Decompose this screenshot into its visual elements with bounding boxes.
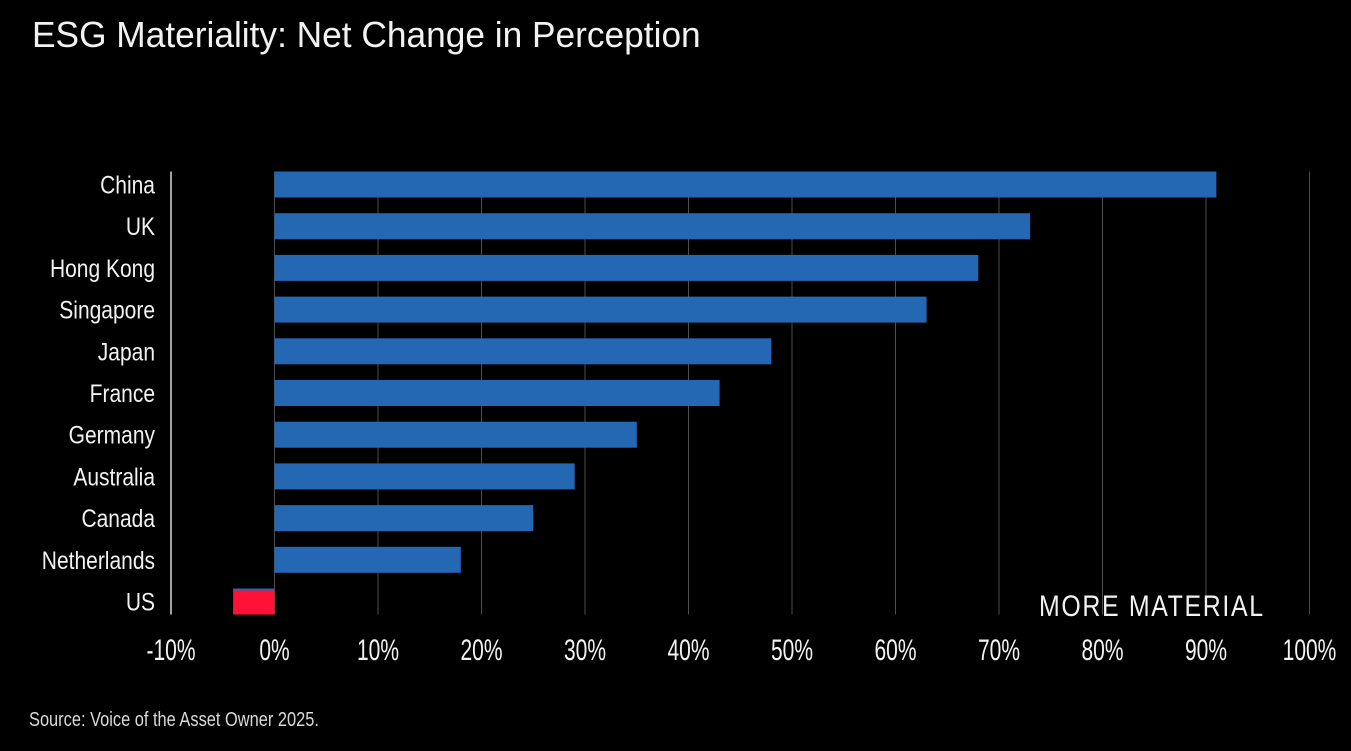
- svg-text:US: US: [126, 588, 155, 616]
- svg-text:Netherlands: Netherlands: [42, 546, 155, 574]
- svg-text:Germany: Germany: [69, 421, 156, 449]
- svg-text:0%: 0%: [259, 635, 289, 667]
- svg-text:UK: UK: [126, 212, 156, 240]
- svg-text:50%: 50%: [771, 635, 813, 667]
- svg-text:70%: 70%: [978, 635, 1020, 667]
- svg-text:France: France: [90, 379, 155, 407]
- svg-text:China: China: [100, 171, 155, 199]
- svg-text:Canada: Canada: [81, 504, 155, 532]
- svg-text:90%: 90%: [1185, 635, 1227, 667]
- svg-text:Hong Kong: Hong Kong: [50, 254, 155, 282]
- svg-text:MORE MATERIAL: MORE MATERIAL: [1039, 589, 1265, 623]
- svg-text:80%: 80%: [1081, 635, 1123, 667]
- svg-text:60%: 60%: [874, 635, 916, 667]
- svg-text:Australia: Australia: [73, 463, 155, 491]
- svg-text:-10%: -10%: [147, 635, 196, 667]
- svg-text:30%: 30%: [564, 635, 606, 667]
- svg-text:10%: 10%: [357, 635, 399, 667]
- svg-text:Japan: Japan: [98, 338, 155, 366]
- svg-text:20%: 20%: [460, 635, 502, 667]
- svg-text:40%: 40%: [667, 635, 709, 667]
- svg-text:Singapore: Singapore: [59, 296, 155, 324]
- svg-text:100%: 100%: [1283, 635, 1337, 667]
